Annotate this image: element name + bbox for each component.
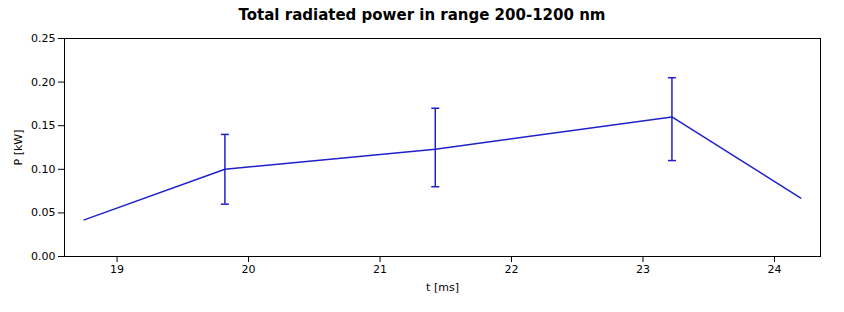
svg-text:20: 20 (242, 263, 256, 276)
svg-text:24: 24 (767, 263, 781, 276)
svg-text:0.15: 0.15 (31, 119, 56, 132)
svg-text:0.05: 0.05 (31, 206, 56, 219)
html-text:Total radiated power in range: Total radiated power in range 200-1200 n… (238, 6, 606, 24)
svg-text:23: 23 (636, 263, 650, 276)
svg-text:P [kW]: P [kW] (12, 130, 25, 166)
svg-text:0.00: 0.00 (31, 250, 56, 263)
svg-text:22: 22 (505, 263, 519, 276)
svg-text:0.20: 0.20 (31, 76, 56, 89)
svg-text:0.10: 0.10 (31, 163, 56, 176)
svg-text:t [ms]: t [ms] (426, 281, 459, 294)
svg-text:21: 21 (373, 263, 387, 276)
svg-text:19: 19 (110, 263, 124, 276)
svg-text:0.25: 0.25 (31, 32, 56, 45)
